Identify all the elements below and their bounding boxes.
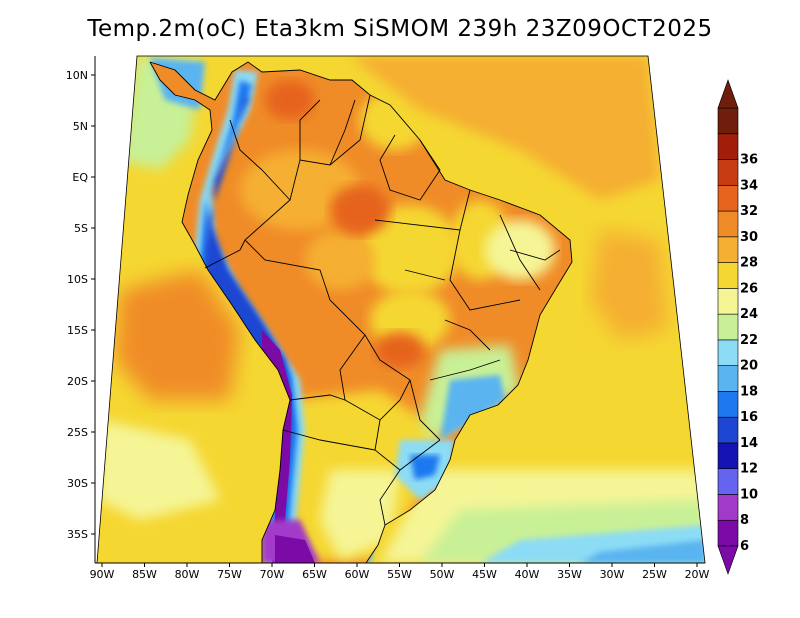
colorbar-swatch xyxy=(717,313,739,341)
colorbar-swatch xyxy=(717,133,739,160)
colorbar-level-label: 10 xyxy=(740,487,758,502)
lat-tick-label: 10N xyxy=(66,69,88,82)
colorbar-arrow-high xyxy=(717,79,739,109)
lon-tick-label: 25W xyxy=(642,568,667,581)
lon-tick-label: 30W xyxy=(600,568,625,581)
colorbar: 6 8 10 12 14 16 18 20 22 24 26 28 30 32 34 36 xyxy=(717,79,758,575)
lat-tick-label: 5S xyxy=(74,222,88,235)
colorbar-swatch xyxy=(717,210,739,238)
lat-tick-label: 20S xyxy=(67,375,88,388)
colorbar-swatch xyxy=(717,339,739,366)
lat-tick-label: 35S xyxy=(67,528,88,541)
colorbar-arrow-low xyxy=(717,545,739,575)
colorbar-swatch xyxy=(717,236,739,263)
colorbar-level-label: 24 xyxy=(740,307,758,322)
colorbar-level-label: 14 xyxy=(740,436,758,451)
lon-tick-label: 90W xyxy=(90,568,115,581)
latitude-axis: 10N 5N EQ 5S 10S 15S 20S 25S 30S 35S xyxy=(66,69,95,541)
colorbar-swatch xyxy=(717,262,739,289)
lon-tick-label: 20W xyxy=(685,568,710,581)
lon-tick-label: 75W xyxy=(217,568,242,581)
colorbar-level-label: 28 xyxy=(740,256,758,271)
lat-tick-label: EQ xyxy=(72,171,88,184)
colorbar-swatch xyxy=(717,442,739,470)
longitude-axis: 90W 85W 80W 75W 70W 65W 60W 55W 50W 45W 40W 35W 30W 2… xyxy=(90,563,710,581)
colorbar-level-label: 16 xyxy=(740,410,758,425)
colorbar-swatch xyxy=(717,494,739,521)
lat-tick-label: 10S xyxy=(67,273,88,286)
colorbar-level-label: 22 xyxy=(740,333,758,348)
lon-tick-label: 45W xyxy=(472,568,497,581)
colorbar-level-label: 12 xyxy=(740,462,758,477)
colorbar-level-label: 20 xyxy=(740,359,758,374)
colorbar-swatch xyxy=(717,365,739,392)
lat-tick-label: 25S xyxy=(67,426,88,439)
lon-tick-label: 85W xyxy=(132,568,157,581)
colorbar-swatch xyxy=(717,107,739,135)
colorbar-swatch xyxy=(717,416,739,444)
lon-tick-label: 50W xyxy=(430,568,455,581)
colorbar-level-label: 18 xyxy=(740,384,758,399)
colorbar-level-label: 6 xyxy=(740,539,749,554)
lat-tick-label: 5N xyxy=(73,120,88,133)
lat-tick-label: 15S xyxy=(67,324,88,337)
lon-tick-label: 65W xyxy=(302,568,327,581)
temperature-field xyxy=(97,56,705,563)
lon-tick-label: 80W xyxy=(175,568,200,581)
lon-tick-label: 40W xyxy=(515,568,540,581)
lon-tick-label: 70W xyxy=(260,568,285,581)
colorbar-level-label: 34 xyxy=(740,178,758,193)
colorbar-swatch xyxy=(717,288,739,315)
colorbar-swatch xyxy=(717,519,739,547)
colorbar-swatch xyxy=(717,468,739,495)
colorbar-swatch xyxy=(717,159,739,186)
colorbar-swatch xyxy=(717,391,739,418)
lon-tick-label: 60W xyxy=(345,568,370,581)
country-borders xyxy=(149,61,573,564)
colorbar-level-label: 8 xyxy=(740,513,749,528)
lon-tick-label: 55W xyxy=(387,568,412,581)
map-title: Temp.2m(oC) Eta3km SiSMOM 239h 23Z09OCT2… xyxy=(87,16,713,42)
lon-tick-label: 35W xyxy=(557,568,582,581)
colorbar-level-label: 30 xyxy=(740,230,758,245)
colorbar-level-label: 26 xyxy=(740,281,758,296)
lat-tick-label: 30S xyxy=(67,477,88,490)
colorbar-swatch xyxy=(717,184,739,212)
colorbar-level-label: 32 xyxy=(740,204,758,219)
colorbar-level-label: 36 xyxy=(740,153,758,168)
